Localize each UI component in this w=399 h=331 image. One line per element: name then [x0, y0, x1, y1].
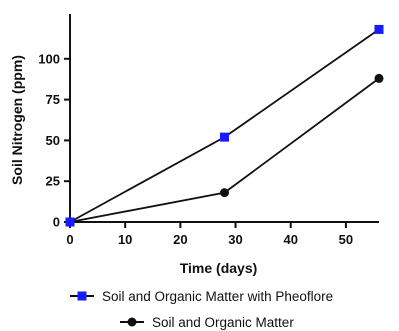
y-ticks: 0 25 50 75 100 — [38, 51, 70, 230]
series-points — [65, 24, 384, 227]
y-axis-title: Soil Nitrogen (ppm) — [9, 55, 25, 185]
axes — [69, 14, 379, 223]
x-tick-label: 10 — [118, 232, 132, 247]
legend-item-pheoflore: Soil and Organic Matter with Pheoflore — [70, 289, 333, 304]
legend-marker-circle — [127, 317, 137, 327]
y-tick-label: 100 — [38, 51, 60, 66]
legend-label-organic-matter: Soil and Organic Matter — [152, 315, 294, 330]
x-axis-title: Time (days) — [180, 260, 258, 276]
series-line-1 — [69, 77, 380, 223]
data-point-square — [65, 217, 75, 227]
x-tick-label: 20 — [173, 232, 187, 247]
legend-label-pheoflore: Soil and Organic Matter with Pheoflore — [102, 289, 333, 304]
y-tick-label: 0 — [53, 215, 60, 230]
x-tick-label: 40 — [283, 232, 297, 247]
x-ticks: 0 10 20 30 40 50 — [66, 222, 353, 247]
legend: Soil and Organic Matter with Pheoflore S… — [70, 289, 333, 330]
x-tick-label: 50 — [339, 232, 353, 247]
x-tick-label: 30 — [228, 232, 242, 247]
y-tick-label: 25 — [46, 174, 60, 189]
data-point-circle — [220, 188, 229, 198]
legend-marker-square — [77, 291, 87, 301]
y-tick-label: 50 — [46, 133, 60, 148]
y-tick-label: 75 — [46, 92, 60, 107]
legend-item-organic-matter: Soil and Organic Matter — [120, 315, 294, 330]
data-point-circle — [374, 73, 384, 83]
data-point-square — [374, 24, 384, 34]
x-tick-label: 0 — [66, 232, 73, 247]
data-point-square — [220, 132, 229, 142]
